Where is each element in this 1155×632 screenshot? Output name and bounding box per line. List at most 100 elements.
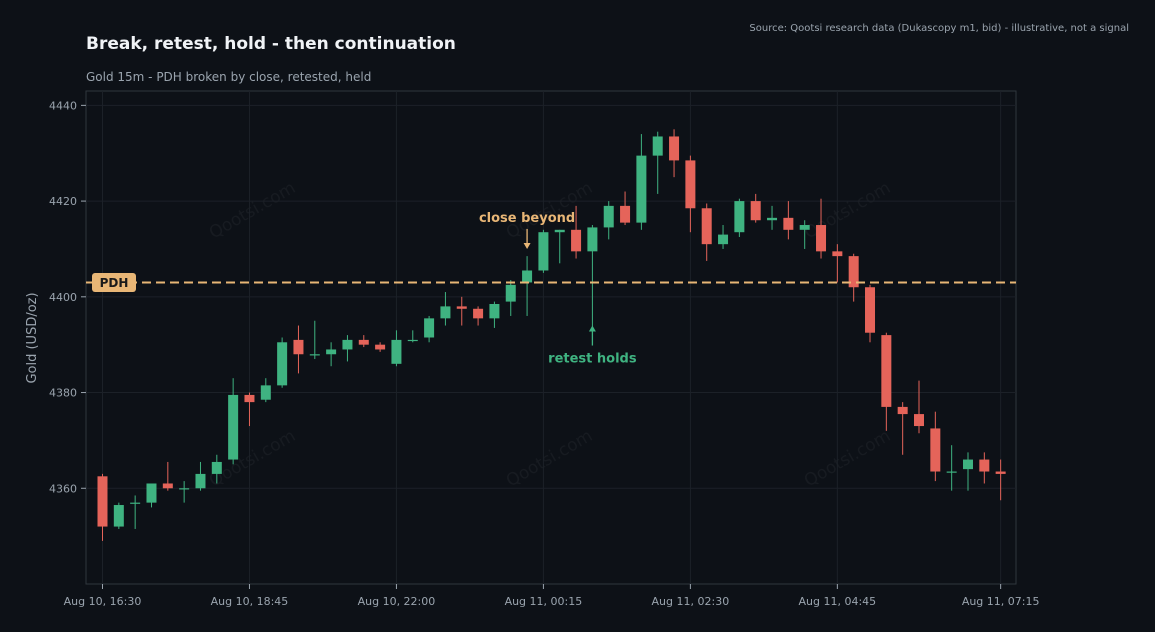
candle bbox=[179, 481, 190, 503]
candle-body bbox=[538, 232, 549, 271]
annotation-retest-holds: retest holds bbox=[548, 352, 637, 367]
candle bbox=[407, 330, 418, 343]
candle bbox=[701, 203, 712, 261]
candle bbox=[848, 253, 859, 302]
y-tick-label: 4380 bbox=[49, 387, 77, 400]
candle bbox=[652, 131, 663, 194]
candle-body bbox=[946, 471, 957, 473]
candle bbox=[391, 330, 402, 367]
candle bbox=[881, 332, 892, 431]
candle bbox=[620, 191, 631, 226]
candle-body bbox=[277, 342, 288, 386]
chart-title: Break, retest, hold - then continuation bbox=[86, 34, 456, 54]
candle bbox=[130, 495, 141, 529]
candle bbox=[113, 502, 124, 529]
candle bbox=[767, 205, 778, 230]
candle bbox=[358, 335, 369, 348]
annotation-arrowhead bbox=[588, 325, 596, 332]
candle bbox=[685, 155, 696, 233]
candle bbox=[603, 201, 614, 240]
candle-body bbox=[309, 354, 320, 356]
candle bbox=[718, 225, 729, 249]
x-tick-label: Aug 11, 07:15 bbox=[962, 595, 1040, 608]
candle bbox=[97, 473, 108, 541]
candle-body bbox=[326, 349, 337, 355]
pdh-badge bbox=[92, 272, 136, 292]
candle-body bbox=[130, 502, 141, 504]
x-tick-label: Aug 10, 22:00 bbox=[358, 595, 436, 608]
candle bbox=[424, 315, 435, 343]
watermark: Qootsi.com bbox=[801, 426, 894, 491]
candle bbox=[865, 284, 876, 343]
x-tick-label: Aug 11, 02:30 bbox=[652, 595, 730, 608]
candle-body bbox=[179, 488, 190, 490]
candle bbox=[636, 134, 647, 230]
candle-body bbox=[505, 284, 516, 302]
candle bbox=[783, 201, 794, 240]
candle-body bbox=[522, 270, 533, 283]
axis-ticks: 4360 4380 4400 4420 4440 Aug 10, 16:30 Aug 10,… bbox=[49, 99, 1039, 608]
x-tick-label: Aug 10, 18:45 bbox=[211, 595, 289, 608]
y-tick-label: 4420 bbox=[49, 195, 77, 208]
candle-body bbox=[162, 483, 173, 489]
watermark: Qootsi.com bbox=[206, 178, 299, 243]
candle-body bbox=[701, 208, 712, 245]
candle-body bbox=[244, 394, 255, 403]
candle-body bbox=[113, 505, 124, 527]
candle bbox=[979, 452, 990, 484]
candle bbox=[195, 461, 206, 491]
candle-body bbox=[211, 461, 222, 474]
candle-body bbox=[636, 155, 647, 223]
candle-body bbox=[473, 308, 484, 319]
annotations-layer: close beyond retest holds bbox=[479, 211, 637, 367]
candle-body bbox=[456, 306, 467, 309]
candle bbox=[293, 325, 304, 374]
candle-body bbox=[881, 335, 892, 407]
candle-body bbox=[260, 385, 271, 400]
candle bbox=[211, 454, 222, 484]
candle-body bbox=[718, 234, 729, 245]
candle bbox=[375, 342, 386, 352]
candle bbox=[277, 337, 288, 388]
candle-body bbox=[391, 339, 402, 364]
candle bbox=[489, 301, 500, 328]
candle bbox=[260, 378, 271, 403]
watermark: Qootsi.com bbox=[801, 178, 894, 243]
candle bbox=[538, 229, 549, 273]
candle bbox=[946, 445, 957, 491]
annotation-close-beyond: close beyond bbox=[479, 211, 575, 226]
candle-body bbox=[865, 287, 876, 333]
candle-body bbox=[995, 471, 1006, 474]
candle-body bbox=[734, 201, 745, 233]
watermark: Qootsi.com bbox=[206, 426, 299, 491]
candle bbox=[505, 280, 516, 316]
candle bbox=[587, 225, 598, 331]
candle bbox=[456, 296, 467, 326]
candle bbox=[146, 483, 157, 508]
y-tick-label: 4360 bbox=[49, 482, 77, 495]
candle-body bbox=[620, 205, 631, 223]
candle bbox=[914, 380, 924, 434]
candle-body bbox=[914, 414, 924, 427]
pdh-badge-label: PDH bbox=[100, 276, 129, 290]
candle-body bbox=[195, 473, 206, 489]
candle bbox=[897, 402, 908, 455]
candle bbox=[995, 459, 1006, 501]
candle-body bbox=[767, 217, 778, 221]
candle-body bbox=[440, 306, 451, 319]
candles-layer bbox=[97, 129, 1006, 541]
candle-body bbox=[603, 205, 614, 228]
candle-body bbox=[685, 160, 696, 209]
candle-body bbox=[816, 225, 827, 252]
candle bbox=[228, 378, 239, 465]
candle-body bbox=[571, 229, 582, 252]
candle bbox=[799, 220, 810, 249]
candle bbox=[244, 392, 255, 427]
grid-lines bbox=[86, 91, 1016, 584]
candle-body bbox=[554, 229, 565, 233]
candle bbox=[522, 256, 533, 316]
candle-body bbox=[375, 344, 386, 350]
candle bbox=[962, 452, 973, 491]
candle-body bbox=[783, 217, 794, 230]
candle-body bbox=[930, 428, 941, 472]
